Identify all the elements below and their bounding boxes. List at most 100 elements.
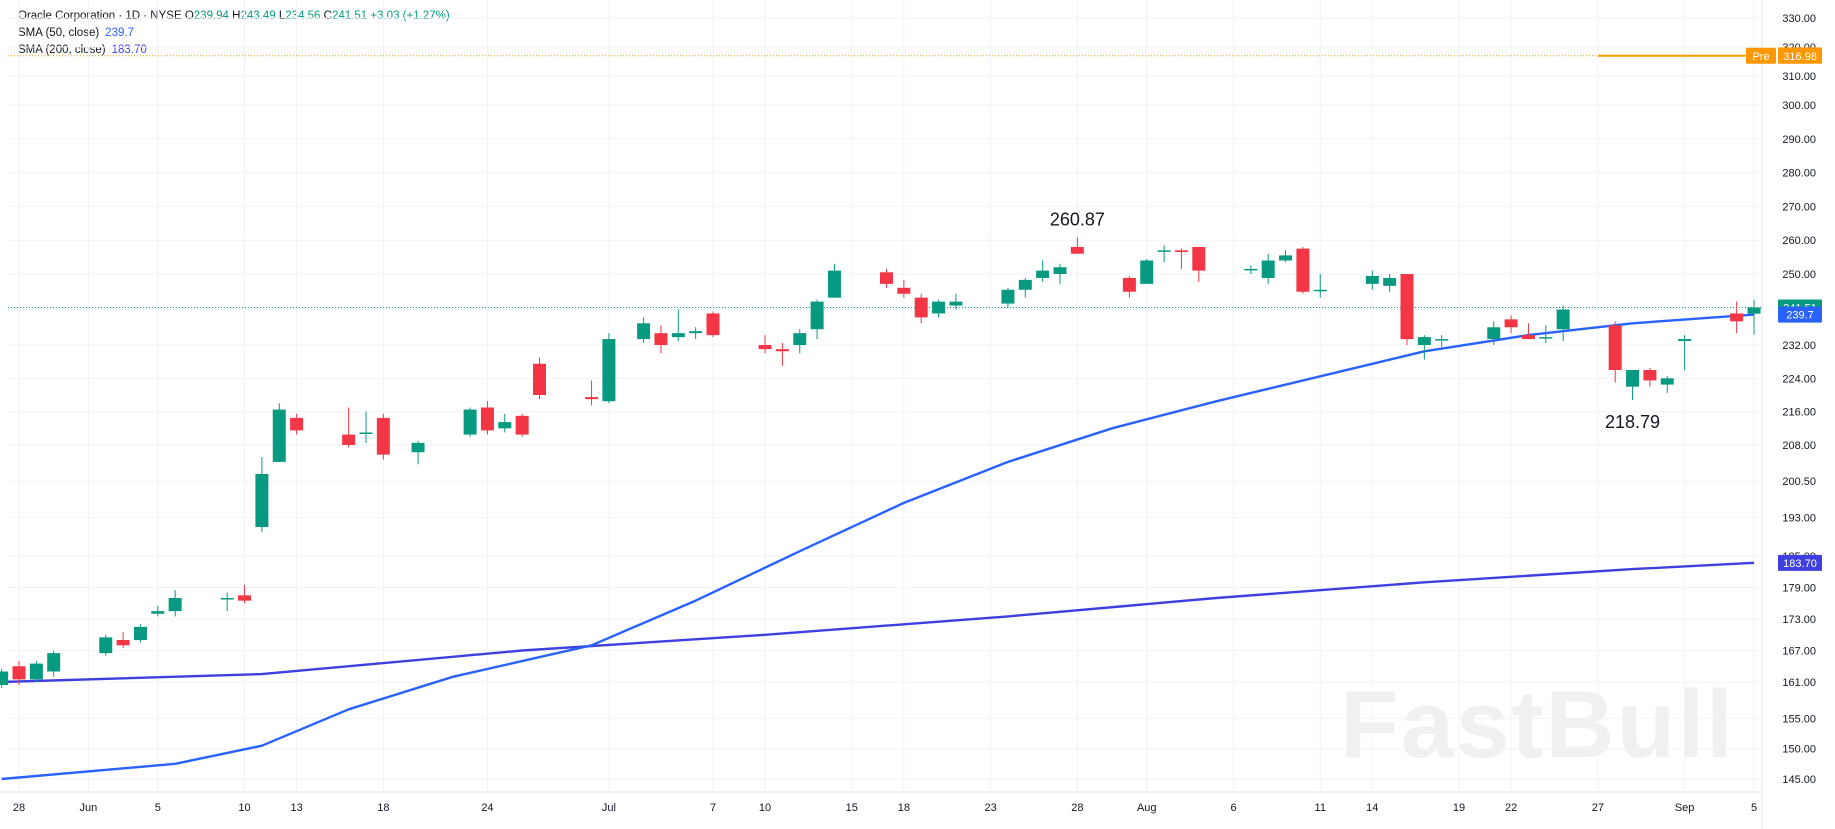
legend-sma50-value: 239.7 xyxy=(105,27,134,39)
candle xyxy=(133,624,147,643)
candle-body xyxy=(1157,250,1171,252)
candle xyxy=(220,592,234,612)
candle-body xyxy=(1070,246,1084,254)
candle-body xyxy=(1296,248,1310,292)
time-tick-label: Aug xyxy=(1137,802,1157,814)
time-tick-label: 22 xyxy=(1505,802,1517,814)
candle xyxy=(637,317,651,344)
candle xyxy=(1157,245,1171,263)
candle xyxy=(1626,370,1640,401)
premarket-prefix-text: Pre xyxy=(1752,51,1769,63)
price-tag-box xyxy=(1778,306,1822,323)
legend-symbol-title: Oracle Corporation · 1D · NYSE xyxy=(18,10,182,22)
legend-sma50-row[interactable]: SMA (50, close) 239.7 xyxy=(18,25,450,42)
candle xyxy=(1296,246,1310,294)
price-tick-label: 330.00 xyxy=(1782,13,1816,25)
candle-body xyxy=(99,637,113,654)
candle-body xyxy=(47,653,61,672)
legend-ohlc-row: Oracle Corporation · 1D · NYSE O239.94 H… xyxy=(18,8,450,25)
candle xyxy=(914,293,928,324)
price-tick-label: 270.00 xyxy=(1782,201,1816,213)
legend-change: +3.03 (+1.27%) xyxy=(370,10,450,22)
time-axis-labels: 28 Jun 5 10 13 18 24 Jul 7 10 15 18 23 28 Aug 6 11 14 19 22… xyxy=(13,802,1835,814)
candle xyxy=(585,380,599,406)
time-tick-label: 11 xyxy=(1315,802,1326,814)
candle xyxy=(342,407,356,448)
candle xyxy=(498,413,512,433)
candle-body xyxy=(376,417,390,455)
time-tick-label: 6 xyxy=(1230,802,1236,814)
candle-body xyxy=(0,671,9,686)
candle-body xyxy=(151,611,165,614)
candle-body xyxy=(793,333,807,345)
candle xyxy=(1383,274,1397,292)
candle-body xyxy=(1539,337,1553,339)
price-tick-label: 290.00 xyxy=(1782,134,1816,146)
price-tick-label: 208.00 xyxy=(1782,440,1816,452)
candle xyxy=(810,299,824,340)
candle-body xyxy=(1192,246,1206,271)
candle-body xyxy=(1556,309,1570,330)
time-tick-label: 19 xyxy=(1453,802,1465,814)
candle xyxy=(1365,270,1379,290)
time-tick-label: Jul xyxy=(602,802,616,814)
price-tag-box xyxy=(1778,47,1822,64)
candle-body xyxy=(654,333,668,345)
candle-body xyxy=(1140,260,1154,284)
chart-legend: Oracle Corporation · 1D · NYSE O239.94 H… xyxy=(18,8,450,59)
candle xyxy=(1001,287,1015,308)
candle xyxy=(168,590,182,617)
candle xyxy=(1261,253,1275,284)
time-tick-label: 27 xyxy=(1592,802,1604,814)
price-tag-box xyxy=(1778,554,1822,571)
candle-body xyxy=(671,333,685,338)
price-tick-label: 260.00 xyxy=(1782,235,1816,247)
candle-body xyxy=(1400,274,1414,340)
candle xyxy=(1747,299,1761,335)
candle xyxy=(1192,246,1206,282)
price-tick-label: 224.00 xyxy=(1782,373,1816,385)
candle-body xyxy=(1174,250,1188,253)
legend-sma50-label: SMA (50, close) xyxy=(18,27,100,39)
candle xyxy=(1279,250,1293,263)
price-tag: 316.98 Pre xyxy=(1746,47,1822,64)
price-tag: 239.7 xyxy=(1778,306,1822,323)
price-tick-label: 250.00 xyxy=(1782,269,1816,281)
candle xyxy=(1122,275,1136,298)
candle xyxy=(463,407,477,437)
candle-body xyxy=(1626,370,1640,387)
candle xyxy=(793,329,807,354)
candle-body xyxy=(463,409,477,435)
candle-body xyxy=(359,432,373,434)
price-tag: 183.70 xyxy=(1778,554,1822,571)
price-tick-label: 173.00 xyxy=(1782,614,1816,626)
candle xyxy=(654,325,668,354)
time-tick-label: 5 xyxy=(155,802,161,814)
candle-body xyxy=(949,301,963,306)
candle xyxy=(827,263,841,298)
candle-body xyxy=(1244,268,1258,271)
candle xyxy=(1400,274,1414,345)
time-tick-label: 15 xyxy=(846,802,858,814)
legend-open-value: 239.94 xyxy=(193,10,229,22)
candle-body xyxy=(585,397,599,400)
candle xyxy=(706,311,720,338)
low-annotation: 218.79 xyxy=(1605,412,1660,432)
candle xyxy=(775,343,789,366)
candle-body xyxy=(637,323,651,340)
candle xyxy=(411,440,425,465)
candle-body xyxy=(1487,327,1501,340)
price-tag-text: 316.98 xyxy=(1783,51,1817,63)
candle xyxy=(689,327,703,340)
candle xyxy=(0,668,9,689)
price-tick-label: 145.00 xyxy=(1782,774,1816,786)
candle-body xyxy=(220,598,234,600)
candle-body xyxy=(12,666,26,680)
sma50-line xyxy=(1,313,1755,781)
price-tick-label: 193.00 xyxy=(1782,512,1816,524)
legend-high-value: 243.49 xyxy=(240,10,276,22)
candle xyxy=(1643,367,1657,387)
candle xyxy=(932,299,946,318)
